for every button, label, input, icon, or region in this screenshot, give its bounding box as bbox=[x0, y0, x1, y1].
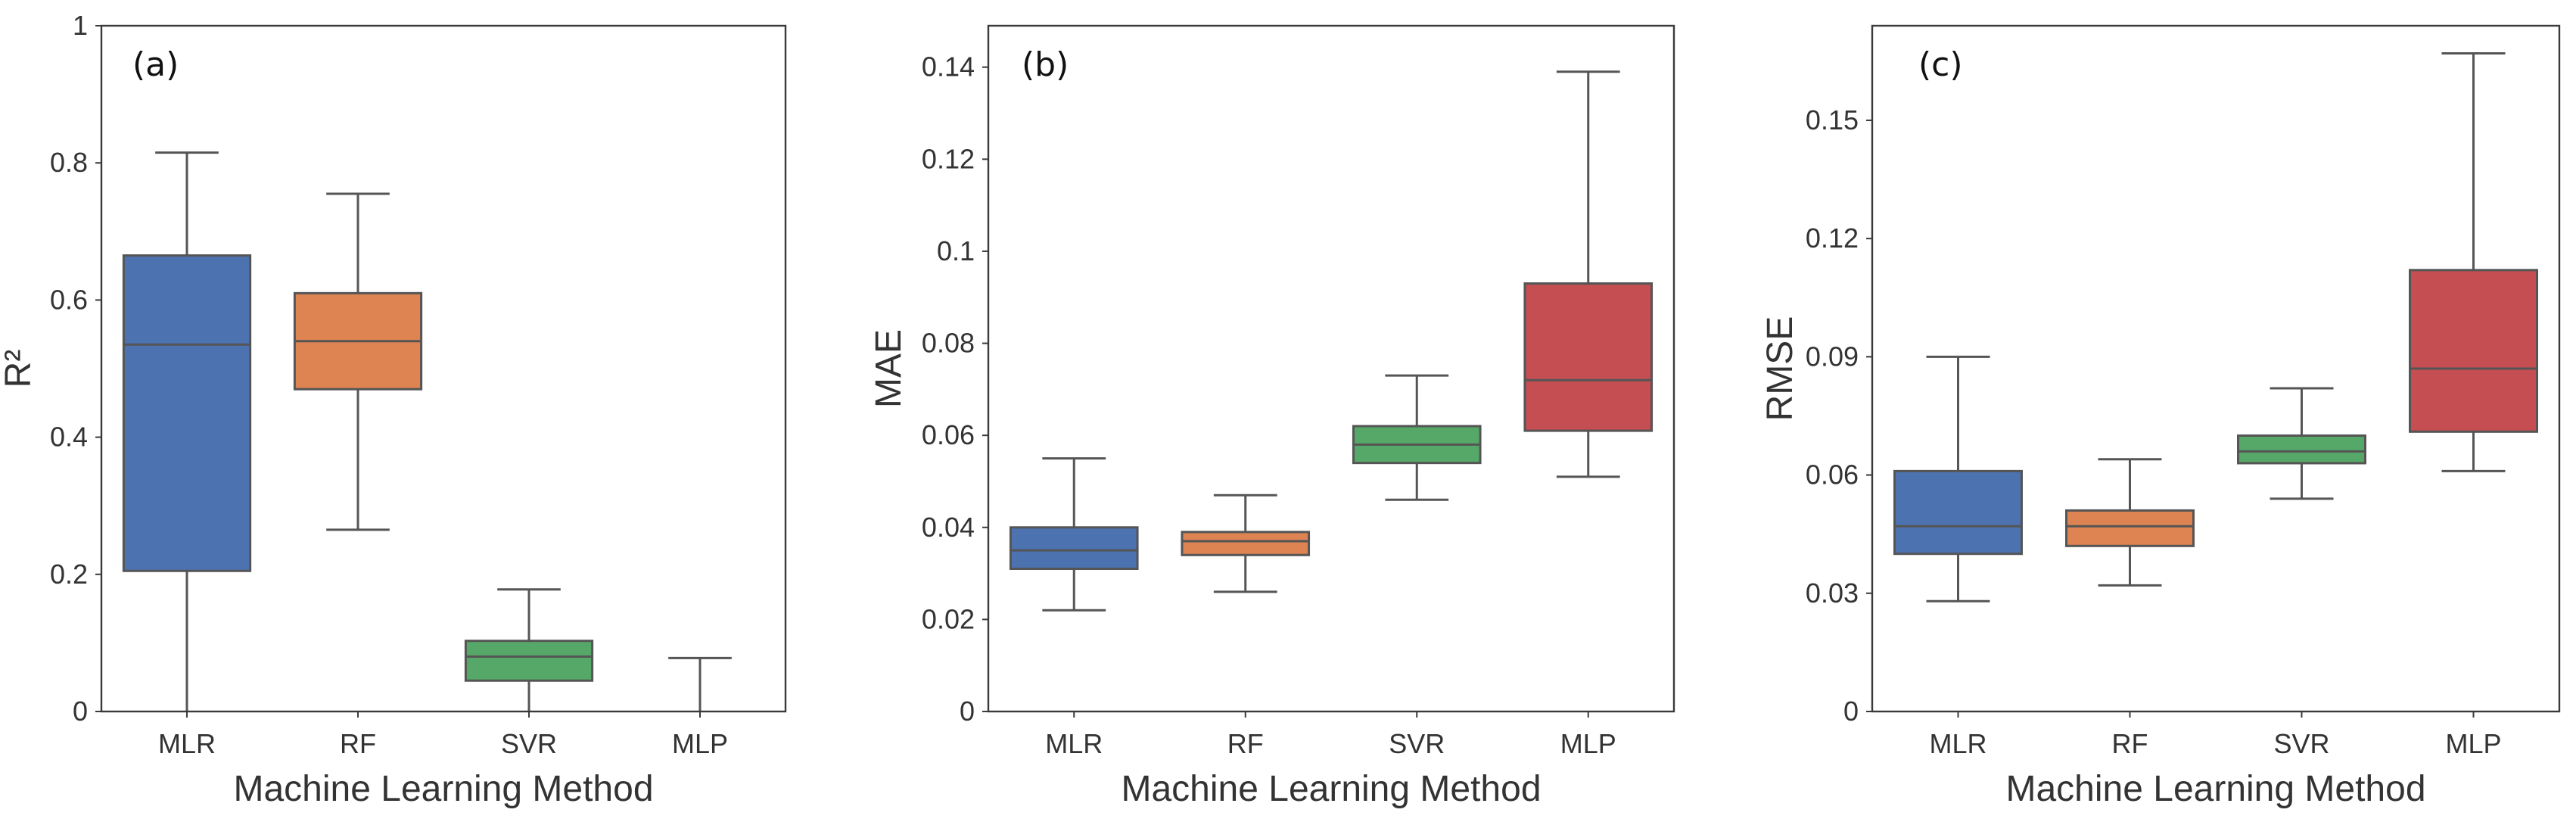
plot-frame bbox=[987, 24, 1675, 713]
x-tick-label: SVR bbox=[2273, 728, 2329, 759]
box-body bbox=[464, 640, 594, 682]
box-mlr bbox=[1009, 457, 1139, 612]
y-tick-label: 0.03 bbox=[1806, 578, 1859, 609]
y-tick-label: 0.2 bbox=[50, 559, 88, 590]
plot-frame bbox=[1871, 24, 2561, 713]
box-svr bbox=[2237, 387, 2366, 500]
y-tick-label: 0.8 bbox=[50, 147, 88, 178]
y-tick-label: 0.12 bbox=[1806, 223, 1859, 254]
box-mlp bbox=[1523, 70, 1654, 478]
y-tick-label: 0 bbox=[1843, 696, 1859, 727]
box-rf bbox=[1181, 494, 1311, 593]
x-tick-label: MLP bbox=[672, 728, 728, 759]
y-tick-label: 0 bbox=[960, 696, 975, 727]
plot-frame bbox=[100, 24, 787, 713]
x-tick-label: MLP bbox=[2445, 728, 2501, 759]
box-body bbox=[122, 254, 252, 572]
y-tick-label: 0.02 bbox=[922, 603, 975, 634]
x-axis-title: Machine Learning Method bbox=[1121, 769, 1541, 809]
y-tick-label: 0.1 bbox=[937, 235, 975, 266]
x-tick-label: SVR bbox=[1389, 728, 1445, 759]
x-tick-label: MLR bbox=[1045, 728, 1103, 759]
x-tick-label: MLP bbox=[1560, 728, 1616, 759]
panel-tag: (c) bbox=[1918, 45, 1963, 84]
box-body bbox=[1181, 531, 1311, 556]
x-axis-title: Machine Learning Method bbox=[2005, 769, 2425, 809]
y-axis-title: RMSE bbox=[1760, 316, 1800, 422]
panel-tag: (a) bbox=[132, 45, 179, 84]
box-svr bbox=[464, 588, 594, 711]
box-body bbox=[2065, 509, 2195, 547]
box-rf bbox=[293, 192, 423, 531]
y-tick-label: 0 bbox=[73, 696, 88, 727]
panel-mae: 0 0.02 0.04 0.06 0.08 0.1 0.12 0.14 MLR RF SVR MLP M… bbox=[869, 24, 1675, 809]
y-tick-label: 0.12 bbox=[922, 143, 975, 174]
y-tick-label: 0.08 bbox=[922, 328, 975, 359]
y-tick-label: 0.6 bbox=[50, 284, 88, 315]
box-rf bbox=[2065, 458, 2195, 587]
panel-r2: 0 0.2 0.4 0.6 0.8 1 MLR RF SVR MLP Machine Learnin… bbox=[0, 10, 787, 809]
y-tick-label: 1 bbox=[73, 10, 88, 41]
y-axis-title: MAE bbox=[869, 329, 909, 408]
box-body bbox=[1523, 282, 1654, 432]
y-tick-label: 0.06 bbox=[922, 419, 975, 450]
box-mlp bbox=[668, 656, 732, 711]
y-tick-label: 0.09 bbox=[1806, 341, 1859, 372]
box-svr bbox=[1352, 374, 1482, 501]
x-tick-label: RF bbox=[340, 728, 376, 759]
y-axis-title: R² bbox=[0, 350, 39, 388]
box-body bbox=[1009, 526, 1139, 571]
y-tick-label: 0.14 bbox=[922, 51, 975, 83]
y-tick-label: 0.06 bbox=[1806, 459, 1859, 490]
y-tick-label: 0.4 bbox=[50, 422, 88, 453]
box-body bbox=[2237, 434, 2366, 465]
y-tick-label: 0.15 bbox=[1806, 104, 1859, 135]
box-body bbox=[2409, 269, 2538, 433]
box-mlr bbox=[122, 151, 252, 711]
panel-tag: (b) bbox=[1022, 45, 1069, 84]
x-tick-label: MLR bbox=[158, 728, 216, 759]
x-tick-label: RF bbox=[2112, 728, 2148, 759]
x-tick-label: SVR bbox=[501, 728, 557, 759]
box-body bbox=[1893, 469, 2023, 556]
y-tick-label: 0.04 bbox=[922, 512, 975, 543]
box-mlr bbox=[1893, 355, 2023, 602]
x-axis-title: Machine Learning Method bbox=[233, 769, 653, 809]
box-mlp bbox=[2409, 51, 2538, 472]
x-tick-label: MLR bbox=[1929, 728, 1986, 759]
panel-rmse: 0 0.03 0.06 0.09 0.12 0.15 MLR RF SVR MLP Machine … bbox=[1760, 24, 2561, 809]
x-tick-label: RF bbox=[1227, 728, 1264, 759]
